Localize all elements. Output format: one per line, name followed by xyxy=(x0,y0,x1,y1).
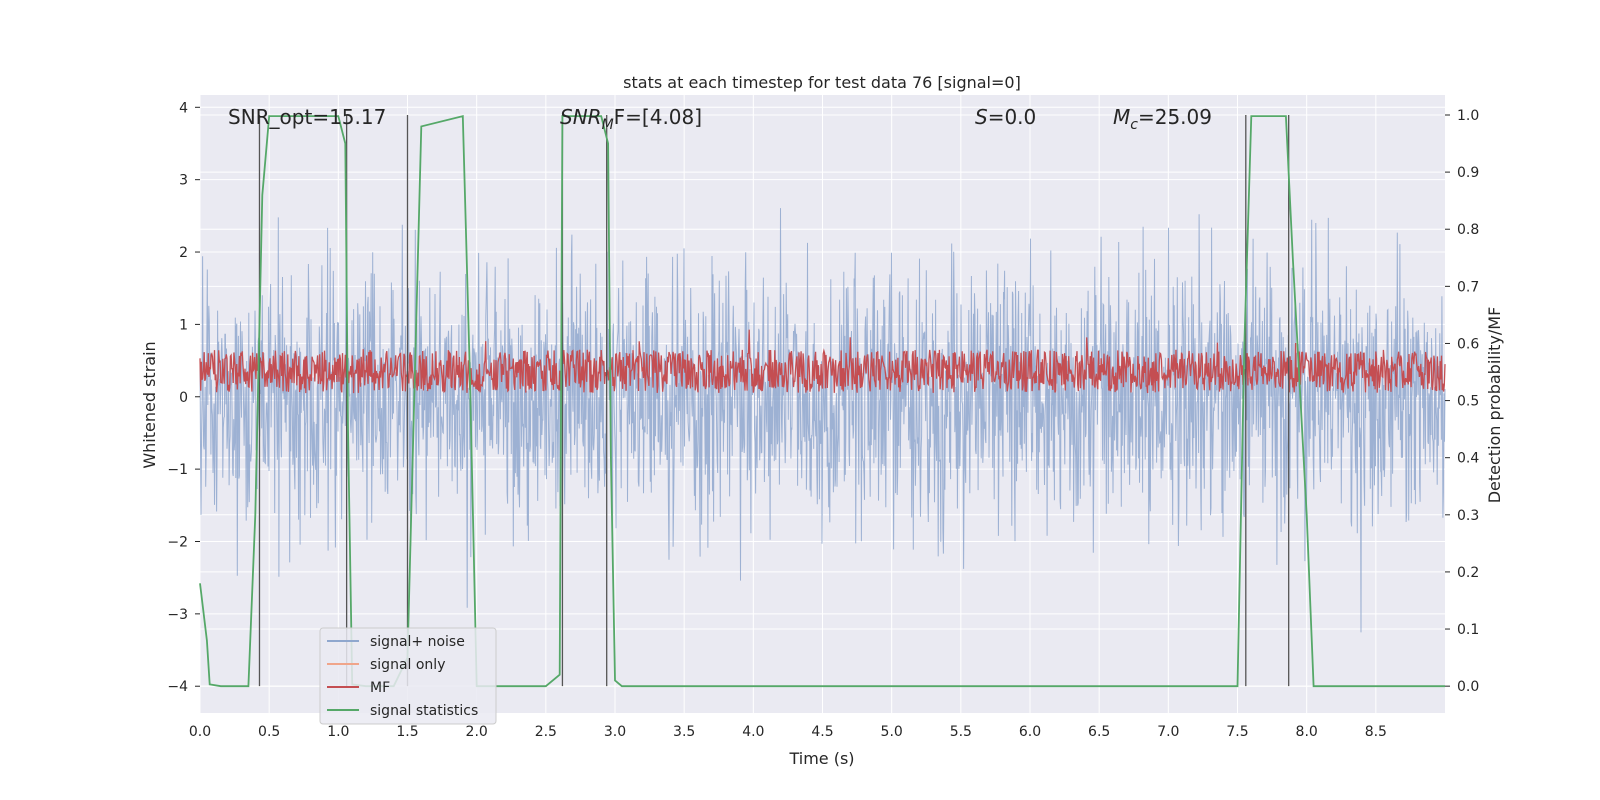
vertical-markers xyxy=(258,114,1290,687)
y2-axis-label: Detection probability/MF xyxy=(1485,307,1504,504)
annotation-snr-opt: SNR_opt=15.17 xyxy=(228,105,386,129)
annotation-snr-mf-var: SNR xyxy=(560,105,602,129)
signal-statistics-series xyxy=(199,114,1445,688)
annotation-mc: Mc=25.09 xyxy=(1113,105,1212,133)
y2-tick-label: 0.7 xyxy=(1457,279,1479,295)
y2-tick-label: 1.0 xyxy=(1457,108,1479,124)
annotation-snr-mf: SNRMF=[4.08] xyxy=(560,105,702,133)
x-tick-label: 2.5 xyxy=(535,724,557,740)
legend-label-signal-only: signal only xyxy=(370,657,445,673)
y-tick-label: 0 xyxy=(179,390,188,406)
legend-box xyxy=(319,627,497,725)
x-tick-label: 7.0 xyxy=(1157,724,1179,740)
y-tick-labels: 4 3 2 1 0 −1 −2 −3 −4 xyxy=(167,100,200,695)
y2-tick-label: 0.1 xyxy=(1457,622,1479,638)
x-tick-label: 4.0 xyxy=(742,724,764,740)
x-tick-labels: 0.0 0.5 1.0 1.5 2.0 2.5 3.0 3.5 4.0 4.5 5.0 5.5 6.0 6… xyxy=(189,724,1387,740)
y-tick-label: −1 xyxy=(167,462,188,478)
y-tick-label: −3 xyxy=(167,607,188,623)
annotation-snr-mf-sub: M xyxy=(602,117,614,133)
y2-tick-label: 0.4 xyxy=(1457,451,1479,467)
y-tick-label: −4 xyxy=(167,679,188,695)
x-tick-label: 3.0 xyxy=(604,724,626,740)
x-tick-label: 6.0 xyxy=(1019,724,1041,740)
x-tick-label: 1.0 xyxy=(327,724,349,740)
x-tick-label: 5.0 xyxy=(881,724,903,740)
y2-tick-label: 0.0 xyxy=(1457,679,1479,695)
annotation-s-var: S xyxy=(975,105,988,129)
annotation-s: S=0.0 xyxy=(975,105,1036,129)
y2-tick-label: 0.9 xyxy=(1457,165,1479,181)
y-tick-label: 1 xyxy=(179,317,188,333)
annotation-mc-rest: =25.09 xyxy=(1138,105,1212,129)
x-tick-label: 3.5 xyxy=(673,724,695,740)
legend-label-stats: signal statistics xyxy=(370,703,478,719)
y2-tick-label: 0.2 xyxy=(1457,565,1479,581)
legend-label-mf: MF xyxy=(370,680,390,696)
x-tick-label: 7.5 xyxy=(1226,724,1248,740)
annotation-mc-var: M xyxy=(1113,105,1130,129)
x-tick-label: 4.5 xyxy=(811,724,833,740)
x-tick-label: 8.0 xyxy=(1296,724,1318,740)
y-tick-label: 4 xyxy=(179,100,188,116)
x-tick-label: 8.5 xyxy=(1365,724,1387,740)
annotation-mc-sub: c xyxy=(1130,117,1138,133)
x-tick-label: 5.5 xyxy=(950,724,972,740)
annotation-snr-mf-rest: F=[4.08] xyxy=(614,105,702,129)
y-tick-label: 3 xyxy=(179,173,188,189)
x-tick-label: 6.5 xyxy=(1088,724,1110,740)
x-tick-label: 0.0 xyxy=(189,724,211,740)
x-tick-label: 1.5 xyxy=(396,724,418,740)
x-tick-label: 0.5 xyxy=(258,724,280,740)
y-tick-label: 2 xyxy=(179,245,188,261)
legend-label-noise: signal+ noise xyxy=(370,634,465,650)
annotation-s-rest: =0.0 xyxy=(988,105,1037,129)
y2-tick-labels: 1.0 0.9 0.8 0.7 0.6 0.5 0.4 0.3 0.2 0.1 0.0 xyxy=(1445,108,1479,695)
y2-tick-label: 0.3 xyxy=(1457,508,1479,524)
y-axis-label: Whitened strain xyxy=(140,341,159,468)
y2-tick-label: 0.6 xyxy=(1457,336,1479,352)
x-tick-label: 2.0 xyxy=(466,724,488,740)
chart-title: stats at each timestep for test data 76 … xyxy=(623,73,1021,92)
y2-tick-label: 0.8 xyxy=(1457,222,1479,238)
legend: signal+ noise signal only MF signal stat… xyxy=(319,627,497,725)
y2-tick-label: 0.5 xyxy=(1457,394,1479,410)
signal-statistics-line xyxy=(199,114,1445,688)
x-axis-label: Time (s) xyxy=(788,749,854,768)
y-tick-label: −2 xyxy=(167,534,188,550)
